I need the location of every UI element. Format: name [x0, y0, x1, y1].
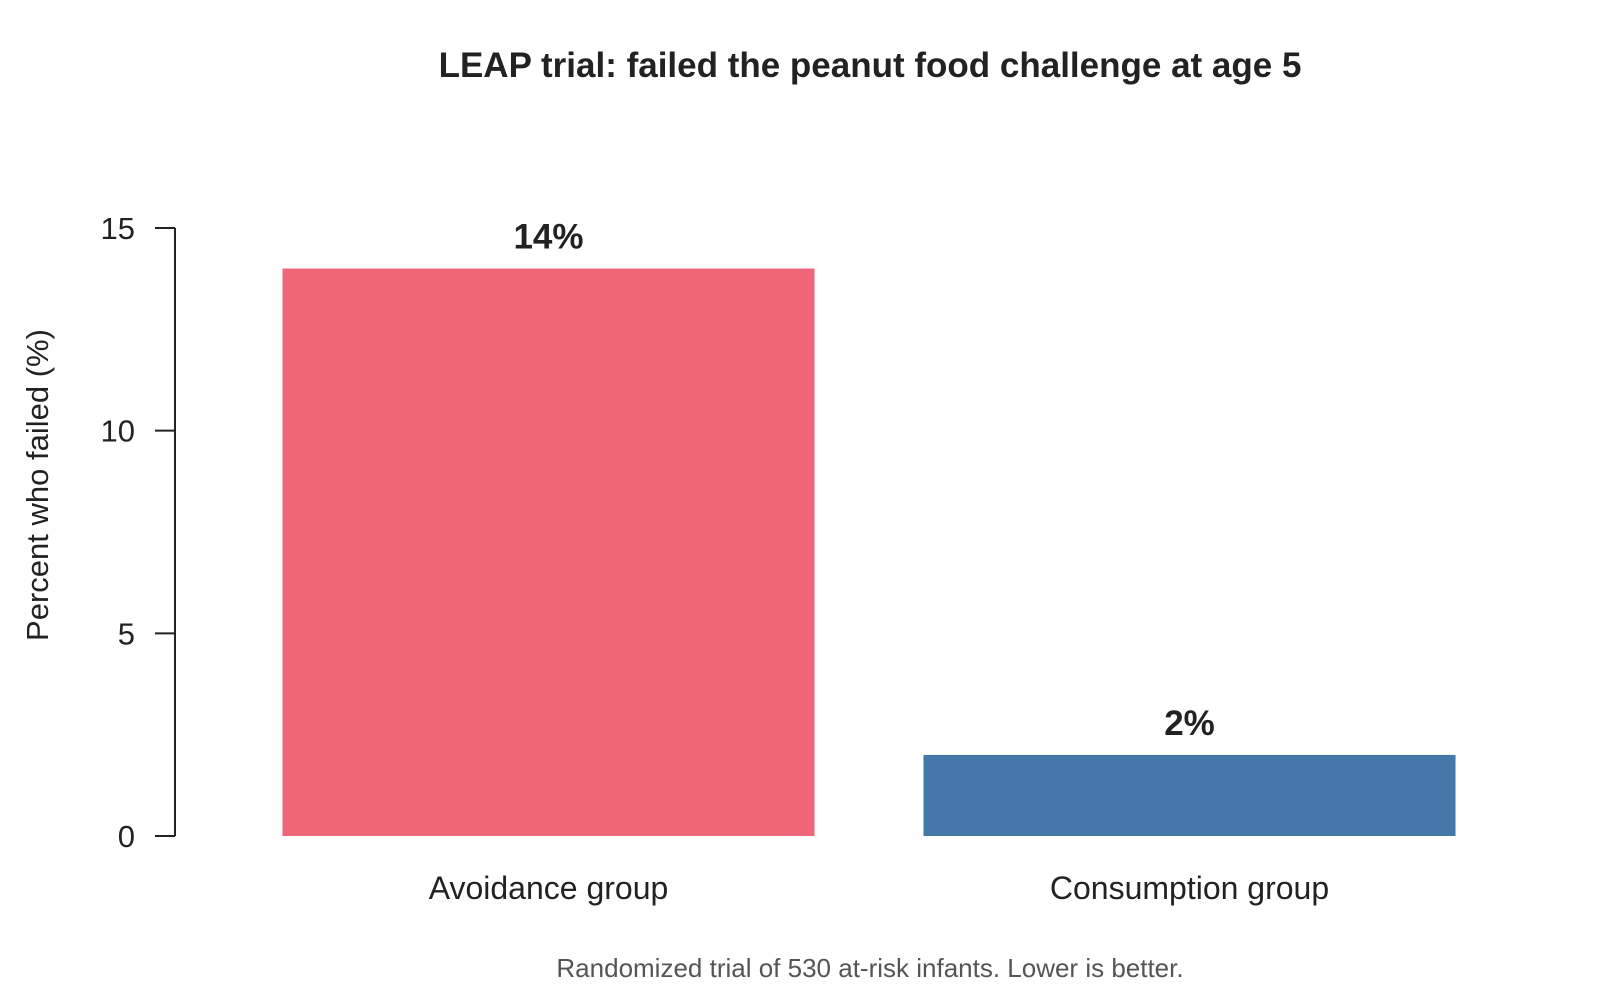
y-axis-ticks: 0 5 10 15: [101, 211, 175, 854]
data-labels: 14% 2%: [513, 218, 1214, 743]
category-labels: Avoidance group Consumption group: [429, 870, 1329, 906]
y-tick-label: 10: [101, 414, 135, 449]
footnote: Randomized trial of 530 at-risk infants.…: [556, 953, 1183, 983]
data-label: 14%: [513, 218, 583, 257]
category-label: Consumption group: [1050, 870, 1329, 906]
y-tick-label: 0: [118, 819, 135, 854]
bar-avoidance-group: [282, 268, 815, 836]
chart-title: LEAP trial: failed the peanut food chall…: [439, 46, 1302, 85]
y-axis-label: Percent who failed (%): [20, 329, 55, 641]
bars: [282, 268, 1456, 836]
data-label: 2%: [1164, 704, 1215, 743]
category-label: Avoidance group: [429, 870, 669, 906]
y-tick-label: 15: [101, 211, 135, 246]
bar-consumption-group: [923, 754, 1456, 836]
y-tick-label: 5: [118, 616, 135, 651]
